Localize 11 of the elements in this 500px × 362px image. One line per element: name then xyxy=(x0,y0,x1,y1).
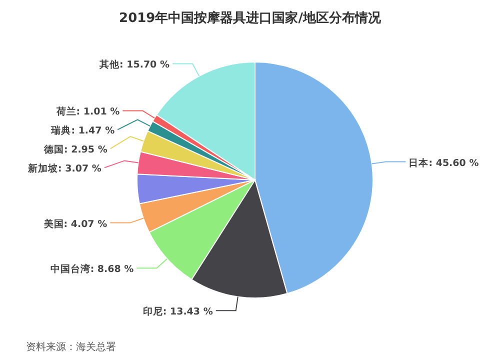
slice-label: 美国: 4.07 % xyxy=(42,218,108,230)
slice-label: 日本: 45.60 % xyxy=(408,156,480,169)
slice-label: 荷兰: 1.01 % xyxy=(55,106,120,118)
text: 资料来源：海关总署 xyxy=(26,341,116,353)
chart-title: 2019年中国按摩器具进口国家/地区分布情况 xyxy=(119,10,382,26)
slice-label: 德国: 2.95 % xyxy=(43,144,108,156)
slice-label: 中国台湾: 8.68 % xyxy=(50,263,134,276)
slice-label: 其他: 15.70 % xyxy=(98,58,170,71)
slice-label: 印尼: 13.43 % xyxy=(142,306,214,318)
slice-label: 新加坡: 3.07 % xyxy=(27,162,102,175)
slice-label: 瑞典: 1.47 % xyxy=(50,124,116,137)
